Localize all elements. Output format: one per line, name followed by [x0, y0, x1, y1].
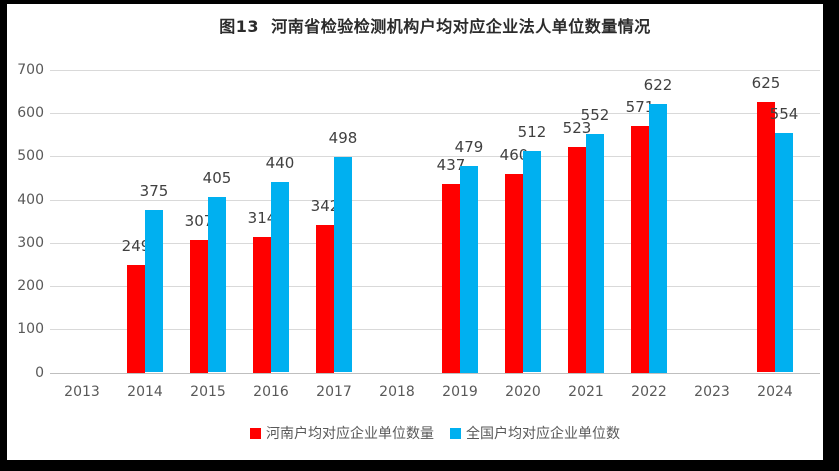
y-axis-tick-200: 200 — [17, 278, 44, 294]
bar-value-label: 249 — [121, 237, 151, 255]
bar-value-label: 625 — [751, 74, 781, 92]
frame-bottom-border — [0, 460, 839, 471]
bar-2022-henan — [631, 126, 649, 373]
bar-value-label: 375 — [139, 182, 169, 200]
bar-2021-national — [586, 134, 604, 373]
y-axis-tick-600: 600 — [17, 105, 44, 121]
bar-value-label: 307 — [184, 212, 214, 230]
x-axis-tick-2023: 2023 — [694, 384, 730, 400]
bar-value-label: 571 — [625, 98, 655, 116]
bar-2019-national — [460, 166, 478, 373]
x-axis-tick-2015: 2015 — [190, 384, 226, 400]
bar-value-label: 314 — [247, 209, 277, 227]
frame-top-border — [0, 0, 839, 4]
y-axis-tick-0: 0 — [35, 365, 44, 381]
y-axis-tick-100: 100 — [17, 321, 44, 337]
bar-2014-henan — [127, 265, 145, 373]
x-axis-tick-2013: 2013 — [64, 384, 100, 400]
y-axis-tick-300: 300 — [17, 235, 44, 251]
bar-value-label: 552 — [580, 106, 610, 124]
bar-2020-henan — [505, 174, 523, 373]
bar-2019-henan — [442, 184, 460, 373]
bar-value-label: 460 — [499, 146, 529, 164]
gridline-500 — [50, 156, 820, 157]
bar-2015-national — [208, 197, 226, 372]
bar-value-label: 512 — [517, 123, 547, 141]
frame-right-border — [823, 0, 839, 471]
bar-value-label: 479 — [454, 138, 484, 156]
x-axis-tick-2016: 2016 — [253, 384, 289, 400]
x-axis-tick-2022: 2022 — [631, 384, 667, 400]
y-axis-tick-400: 400 — [17, 192, 44, 208]
gridline-600 — [50, 113, 820, 114]
gridline-100 — [50, 329, 820, 330]
bar-value-label: 342 — [310, 197, 340, 215]
bar-value-label: 405 — [202, 169, 232, 187]
y-axis-tick-700: 700 — [17, 62, 44, 78]
gridline-200 — [50, 286, 820, 287]
bar-2024-henan — [757, 102, 775, 372]
legend-item-henan: 河南户均对应企业单位数量 — [250, 423, 434, 443]
x-axis-tick-2019: 2019 — [442, 384, 478, 400]
gridline-0 — [50, 373, 820, 374]
gridline-700 — [50, 70, 820, 71]
x-axis-tick-2020: 2020 — [505, 384, 541, 400]
legend: 河南户均对应企业单位数量 全国户均对应企业单位数 — [50, 423, 820, 443]
bar-2015-henan — [190, 240, 208, 373]
x-axis-tick-2024: 2024 — [757, 384, 793, 400]
legend-swatch-national-icon — [450, 427, 461, 439]
bar-2017-national — [334, 157, 352, 372]
bar-2016-national — [271, 182, 289, 372]
bar-2014-national — [145, 210, 163, 372]
bar-2021-henan — [568, 147, 586, 373]
bar-2024-national — [775, 133, 793, 372]
x-axis-tick-2017: 2017 — [316, 384, 352, 400]
bar-2017-henan — [316, 225, 334, 373]
gridline-400 — [50, 200, 820, 201]
frame-left-border — [0, 0, 7, 471]
legend-item-national: 全国户均对应企业单位数 — [450, 423, 620, 443]
legend-label-national: 全国户均对应企业单位数 — [466, 426, 620, 442]
bar-value-label: 440 — [265, 154, 295, 172]
legend-label-henan: 河南户均对应企业单位数量 — [266, 426, 434, 442]
bar-value-label: 437 — [436, 156, 466, 174]
bar-2016-henan — [253, 237, 271, 373]
bar-2020-national — [523, 151, 541, 372]
x-axis-tick-2014: 2014 — [127, 384, 163, 400]
chart-title: 图13 河南省检验检测机构户均对应企业法人单位数量情况 — [219, 17, 651, 36]
x-axis-tick-2021: 2021 — [568, 384, 604, 400]
bar-value-label: 554 — [769, 105, 799, 123]
bar-value-label: 523 — [562, 119, 592, 137]
y-axis-tick-500: 500 — [17, 148, 44, 164]
bar-value-label: 498 — [328, 129, 358, 147]
x-axis-tick-2018: 2018 — [379, 384, 415, 400]
legend-swatch-henan-icon — [250, 427, 261, 439]
bar-value-label: 622 — [643, 76, 673, 94]
bar-2022-national — [649, 104, 667, 373]
gridline-300 — [50, 243, 820, 244]
